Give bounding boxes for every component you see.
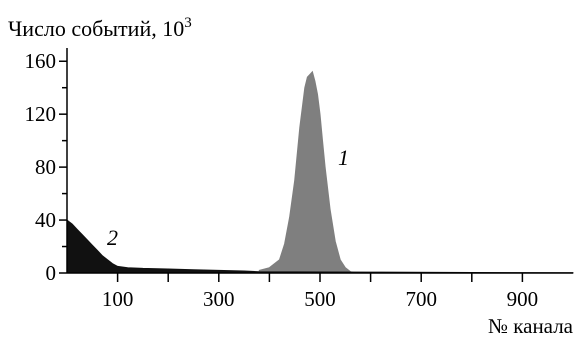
- y-tick-label-160: 160: [25, 49, 57, 73]
- plot-area: [66, 70, 574, 274]
- series-2-area: [66, 219, 574, 274]
- curve-label-1: 1: [338, 145, 349, 170]
- series-1-area: [258, 70, 356, 274]
- y-tick-label-80: 80: [35, 155, 56, 179]
- y-tick-label-0: 0: [46, 261, 57, 285]
- x-tick-label-300: 300: [203, 287, 235, 311]
- y-tick-label-120: 120: [25, 102, 57, 126]
- curve-label-2: 2: [107, 225, 118, 250]
- x-axis-label: № канала: [488, 314, 574, 338]
- y-axis-label-superscript: 3: [184, 15, 192, 31]
- y-axis-label-text: Число событий, 10: [8, 16, 184, 41]
- x-tick-label-100: 100: [102, 287, 134, 311]
- x-tick-label-900: 900: [507, 287, 539, 311]
- y-tick-label-40: 40: [35, 208, 56, 232]
- x-tick-label-500: 500: [304, 287, 336, 311]
- x-tick-label-700: 700: [405, 287, 437, 311]
- y-axis-label: Число событий, 103: [8, 15, 192, 41]
- tick-group: 0 40 80 120 160 100 300 500 700 900: [25, 49, 539, 311]
